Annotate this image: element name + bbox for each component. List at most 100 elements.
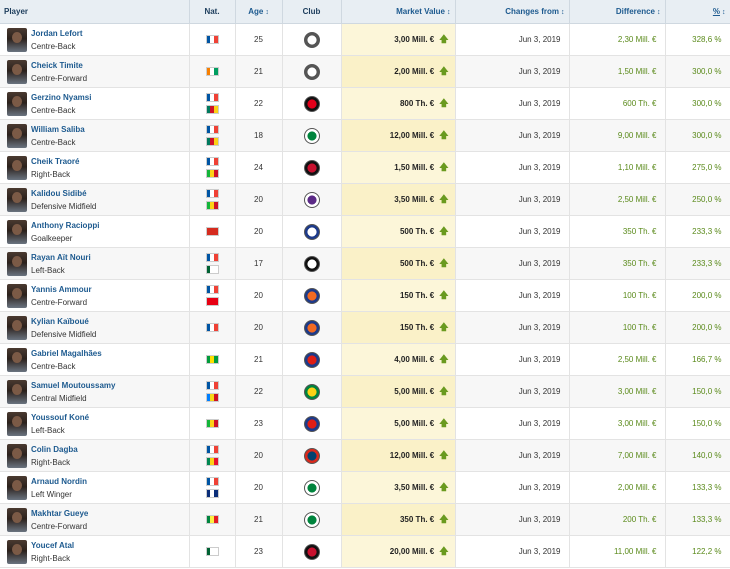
player-name-link[interactable]: Anthony Racioppi xyxy=(31,220,100,230)
difference-cell: 7,00 Mill. € xyxy=(569,439,666,472)
table-row: Gerzino Nyamsi Centre-Back 22 800 Th. € 🡅… xyxy=(0,87,730,120)
saint-etienne-crest[interactable] xyxy=(303,511,320,528)
sort-arrows-icon[interactable]: ↕ xyxy=(561,9,565,16)
table-row: Yannis Ammour Centre-Forward 20 150 Th. … xyxy=(0,279,730,312)
market-value[interactable]: 5,00 Mill. € xyxy=(394,418,435,428)
market-value[interactable]: 1,50 Mill. € xyxy=(394,162,435,172)
player-name-link[interactable]: Arnaud Nordin xyxy=(31,476,87,486)
flag-icon xyxy=(205,285,219,294)
lyon-crest[interactable] xyxy=(303,223,320,240)
guingamp-crest[interactable] xyxy=(303,159,320,176)
market-value[interactable]: 3,50 Mill. € xyxy=(394,482,435,492)
player-name-link[interactable]: Makhtar Gueye xyxy=(31,508,89,518)
arrow-up-icon: 🡅 xyxy=(439,65,449,76)
difference-cell: 350 Th. € xyxy=(569,215,666,248)
header-changes-from-label[interactable]: Changes from xyxy=(505,7,559,16)
player-name-link[interactable]: Gerzino Nyamsi xyxy=(31,92,92,102)
player-name-link[interactable]: William Saliba xyxy=(31,124,85,134)
player-name-link[interactable]: Samuel Moutoussamy xyxy=(31,380,116,390)
player-photo xyxy=(7,283,27,308)
player-name-link[interactable]: Colin Dagba xyxy=(31,444,78,454)
flag-icon xyxy=(205,445,219,454)
header-difference[interactable]: Difference ↕ xyxy=(569,0,666,24)
market-value[interactable]: 3,50 Mill. € xyxy=(394,194,435,204)
sort-arrows-icon[interactable]: ↕ xyxy=(722,9,726,16)
market-value[interactable]: 500 Th. € xyxy=(399,226,435,236)
market-value[interactable]: 5,00 Mill. € xyxy=(394,386,435,396)
table-row: Kalidou Sidibé Defensive Midfield 20 3,5… xyxy=(0,183,730,216)
nationality-flags xyxy=(190,35,235,44)
player-position: Centre-Back xyxy=(31,361,76,371)
sort-arrows-icon[interactable]: ↕ xyxy=(265,9,269,16)
market-value-cell: 5,00 Mill. € 🡅 xyxy=(341,407,456,440)
market-value[interactable]: 350 Th. € xyxy=(399,514,435,524)
player-name-link[interactable]: Gabriel Magalhães xyxy=(31,348,102,358)
psg-crest[interactable] xyxy=(303,447,320,464)
header-age-label[interactable]: Age xyxy=(248,7,264,16)
nantes-crest[interactable] xyxy=(303,383,320,400)
market-value[interactable]: 2,00 Mill. € xyxy=(394,66,435,76)
club-cell xyxy=(282,55,342,88)
market-value[interactable]: 800 Th. € xyxy=(399,98,435,108)
saint-etienne-crest[interactable] xyxy=(303,127,320,144)
rennes-crest[interactable] xyxy=(303,95,320,112)
market-value[interactable]: 12,00 Mill. € xyxy=(389,450,435,460)
flag-icon xyxy=(205,201,219,210)
player-name-link[interactable]: Cheik Traoré xyxy=(31,156,80,166)
market-value[interactable]: 500 Th. € xyxy=(399,258,435,268)
player-name-link[interactable]: Jordan Lefort xyxy=(31,28,83,38)
toulouse-crest[interactable] xyxy=(303,191,320,208)
changes-from-cell: Jun 3, 2019 xyxy=(455,343,570,376)
club-cell xyxy=(282,503,342,536)
header-market-value[interactable]: Market Value ↕ xyxy=(341,0,456,24)
player-photo xyxy=(7,251,27,276)
club-cell xyxy=(282,119,342,152)
player-cell: Kalidou Sidibé Defensive Midfield xyxy=(0,183,190,216)
player-photo xyxy=(7,475,27,500)
player-name-link[interactable]: Rayan Aït Nouri xyxy=(31,252,91,262)
header-age[interactable]: Age ↕ xyxy=(235,0,283,24)
player-name-link[interactable]: Kalidou Sidibé xyxy=(31,188,87,198)
player-photo xyxy=(7,539,27,564)
percent-cell: 166,7 % xyxy=(665,343,730,376)
table-row: Kylian Kaïboué Defensive Midfield 20 150… xyxy=(0,311,730,344)
market-value[interactable]: 12,00 Mill. € xyxy=(389,130,435,140)
saint-etienne-crest[interactable] xyxy=(303,479,320,496)
header-changes-from[interactable]: Changes from ↕ xyxy=(455,0,570,24)
amiens-crest[interactable] xyxy=(303,63,320,80)
player-name-link[interactable]: Youssouf Koné xyxy=(31,412,90,422)
header-market-value-label[interactable]: Market Value xyxy=(396,7,445,16)
montpellier-crest[interactable] xyxy=(303,319,320,336)
player-name-link[interactable]: Youcef Atal xyxy=(31,540,75,550)
difference-cell: 2,50 Mill. € xyxy=(569,343,666,376)
lille-crest[interactable] xyxy=(303,351,320,368)
market-value[interactable]: 150 Th. € xyxy=(399,322,435,332)
arrow-up-icon: 🡅 xyxy=(439,353,449,364)
nationality-cell xyxy=(189,119,236,152)
nice-crest[interactable] xyxy=(303,543,320,560)
nationality-cell xyxy=(189,151,236,184)
age-cell: 18 xyxy=(235,119,283,152)
market-value[interactable]: 20,00 Mill. € xyxy=(389,546,435,556)
amiens-crest[interactable] xyxy=(303,31,320,48)
nationality-flags xyxy=(190,445,235,466)
nationality-flags xyxy=(190,285,235,306)
market-value[interactable]: 3,00 Mill. € xyxy=(394,34,435,44)
header-percent[interactable]: % ↕ xyxy=(665,0,730,24)
angers-crest[interactable] xyxy=(303,255,320,272)
market-value[interactable]: 150 Th. € xyxy=(399,290,435,300)
changes-from-cell: Jun 3, 2019 xyxy=(455,503,570,536)
player-name-link[interactable]: Yannis Ammour xyxy=(31,284,92,294)
changes-from-cell: Jun 3, 2019 xyxy=(455,119,570,152)
header-difference-label[interactable]: Difference xyxy=(615,7,655,16)
player-name-link[interactable]: Kylian Kaïboué xyxy=(31,316,89,326)
header-percent-label[interactable]: % xyxy=(712,7,720,16)
sort-arrows-icon[interactable]: ↕ xyxy=(657,9,661,16)
montpellier-crest[interactable] xyxy=(303,287,320,304)
market-value[interactable]: 4,00 Mill. € xyxy=(394,354,435,364)
nationality-cell xyxy=(189,343,236,376)
player-name-link[interactable]: Cheick Timite xyxy=(31,60,83,70)
sort-arrows-icon[interactable]: ↕ xyxy=(447,9,451,16)
table-row: Cheick Timite Centre-Forward 21 2,00 Mil… xyxy=(0,55,730,88)
lille-crest[interactable] xyxy=(303,415,320,432)
